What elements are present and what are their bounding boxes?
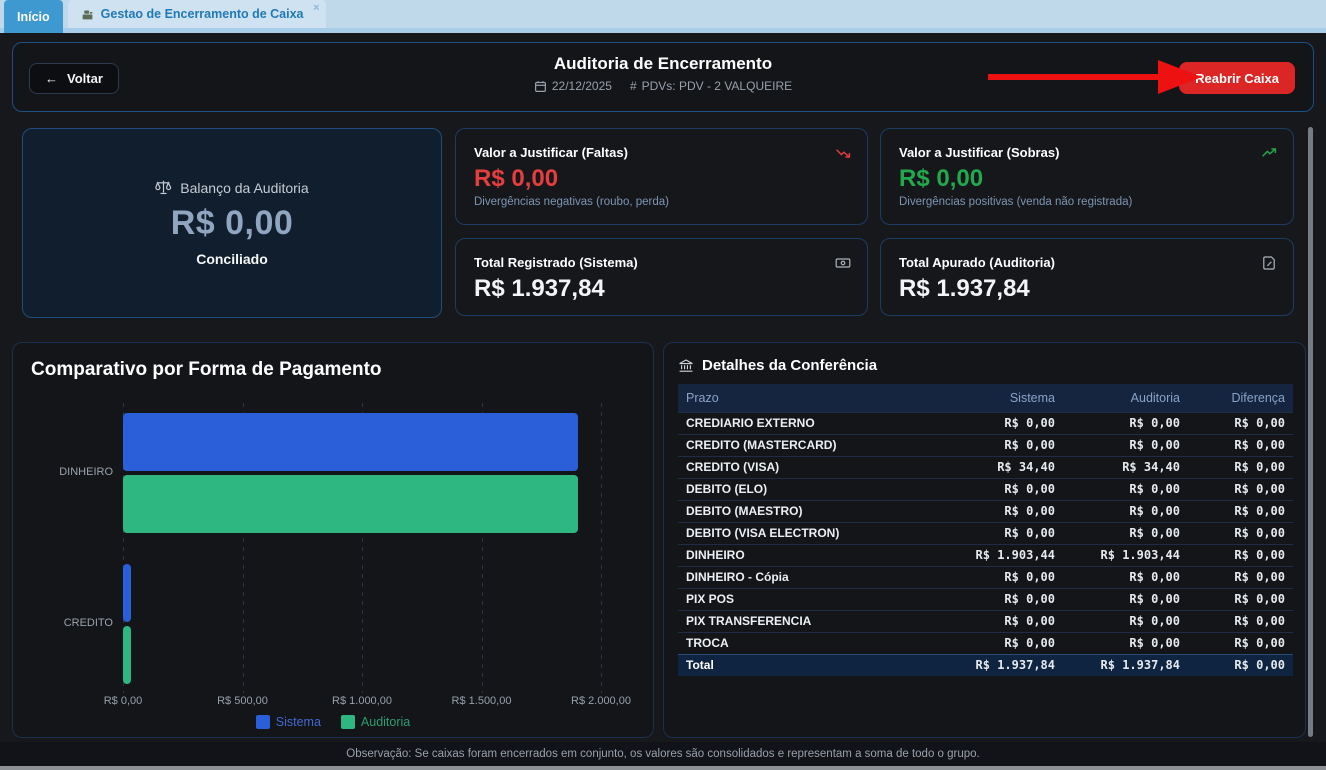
- tab-gestao-encerramento[interactable]: Gestao de Encerramento de Caixa ×: [67, 0, 326, 28]
- footer-note-bar: Observação: Se caixas foram encerrados e…: [0, 742, 1326, 766]
- category-label: CREDITO: [63, 617, 113, 629]
- footer-note: Observação: Se caixas foram encerrados e…: [346, 748, 980, 760]
- hash-icon: #: [629, 79, 637, 93]
- table-body: CREDIARIO EXTERNO R$ 0,00 R$ 0,00 R$ 0,00 CR…: [678, 411, 1293, 676]
- table-row: CREDITO (MASTERCARD) R$ 0,00 R$ 0,00 R$ 0,0…: [678, 433, 1293, 456]
- faltas-value: R$ 0,00: [474, 165, 559, 192]
- gridline: [123, 403, 124, 693]
- sobras-card: Valor a Justificar (Sobras) R$ 0,00 Dive…: [880, 128, 1294, 225]
- balance-scale-icon: [155, 179, 172, 196]
- axis-tick-label: R$ 1.500,00: [451, 695, 512, 707]
- col-prazo: Prazo: [678, 384, 938, 412]
- table-total-row: Total R$ 1.937,84 R$ 1.937,84 R$ 0,00: [678, 653, 1293, 676]
- cash-register-icon: [81, 8, 94, 21]
- legend-label: Auditoria: [360, 715, 411, 729]
- total-apurado-card: Total Apurado (Auditoria) R$ 1.937,84: [880, 238, 1294, 316]
- reopen-cash-button[interactable]: Reabrir Caixa: [1179, 62, 1295, 94]
- table-row: PIX POS R$ 0,00 R$ 0,00 R$ 0,00: [678, 587, 1293, 610]
- balance-status: Conciliado: [196, 251, 268, 267]
- gridline: [481, 403, 483, 693]
- apurado-title: Total Apurado (Auditoria): [899, 255, 1055, 270]
- table-title: Detalhes da Conferência: [702, 357, 878, 374]
- browser-tab-bar: Início Gestao de Encerramento de Caixa ×: [0, 0, 1326, 33]
- legend-item-auditoria: Auditoria: [340, 715, 411, 729]
- bar-credito-sistema: [123, 564, 132, 622]
- back-button[interactable]: ← Voltar: [29, 63, 119, 94]
- legend-swatch: [255, 715, 270, 729]
- sobras-value: R$ 0,00: [899, 165, 984, 192]
- table-row: CREDITO (VISA) R$ 34,40 R$ 34,40 R$ 0,00: [678, 455, 1293, 478]
- faltas-subtitle: Divergências negativas (roubo, perda): [474, 196, 669, 208]
- table-row: DEBITO (MAESTRO) R$ 0,00 R$ 0,00 R$ 0,00: [678, 499, 1293, 522]
- faltas-title: Valor a Justificar (Faltas): [474, 145, 628, 160]
- page-header: ← Voltar Auditoria de Encerramento 22/12…: [12, 42, 1314, 112]
- table-row: DINHEIRO - Cópia R$ 0,00 R$ 0,00 R$ 0,00: [678, 565, 1293, 588]
- axis-tick-label: R$ 1.000,00: [332, 695, 392, 707]
- category-label: DINHEIRO: [59, 466, 113, 478]
- trending-up-icon: [1261, 145, 1277, 161]
- gridline: [242, 403, 244, 693]
- faltas-card: Valor a Justificar (Faltas) R$ 0,00 Dive…: [455, 128, 868, 225]
- axis-tick-label: R$ 2.000,00: [571, 695, 631, 707]
- back-label: Voltar: [67, 71, 103, 86]
- registrado-value: R$ 1.937,84: [474, 275, 605, 302]
- sobras-subtitle: Divergências positivas (venda não regist…: [899, 196, 1133, 208]
- payment-comparison-chart: Comparativo por Forma de Pagamento DINHE…: [12, 342, 654, 738]
- balance-label: Balanço da Auditoria: [180, 179, 309, 196]
- tab-close-icon[interactable]: ×: [313, 2, 320, 14]
- page-title: Auditoria de Encerramento: [553, 54, 773, 73]
- page-subtitle: 22/12/2025 # PDVs: PDV - 2 VALQUEIRE: [13, 79, 1313, 93]
- legend-label: Sistema: [275, 715, 321, 729]
- table-row: DEBITO (VISA ELECTRON) R$ 0,00 R$ 0,00 R$ 0…: [678, 521, 1293, 544]
- audit-date: 22/12/2025: [551, 79, 612, 93]
- bar-credito-auditoria: [123, 626, 132, 684]
- legend-swatch: [340, 715, 355, 729]
- balance-value: R$ 0,00: [170, 204, 294, 242]
- window-edge-strip: [0, 766, 1326, 770]
- conference-table: Prazo Sistema Auditoria Diferença CREDIA…: [678, 384, 1293, 676]
- chart-legend: Sistema Auditoria: [13, 715, 653, 729]
- tab-gestao-label: Gestao de Encerramento de Caixa: [100, 7, 304, 21]
- bank-icon: [678, 358, 694, 374]
- calendar-icon: [534, 80, 547, 93]
- table-row: TROCA R$ 0,00 R$ 0,00 R$ 0,00: [678, 631, 1293, 654]
- axis-tick-label: R$ 500,00: [217, 695, 268, 707]
- table-row: PIX TRANSFERENCIA R$ 0,00 R$ 0,00 R$ 0,00: [678, 609, 1293, 632]
- audit-balance-card: Balanço da Auditoria R$ 0,00 Conciliado: [22, 128, 442, 318]
- table-header-row: Prazo Sistema Auditoria Diferença: [678, 384, 1293, 412]
- banknote-icon: [835, 255, 851, 271]
- vertical-scrollbar[interactable]: [1308, 127, 1313, 737]
- total-registrado-card: Total Registrado (Sistema) R$ 1.937,84: [455, 238, 868, 316]
- conference-details-card: Detalhes da Conferência Prazo Sistema Au…: [663, 342, 1306, 738]
- bar-dinheiro-auditoria: [123, 475, 578, 533]
- bar-dinheiro-sistema: [123, 413, 578, 471]
- table-row: CREDIARIO EXTERNO R$ 0,00 R$ 0,00 R$ 0,00: [678, 411, 1293, 434]
- table-row: DEBITO (ELO) R$ 0,00 R$ 0,00 R$ 0,00: [678, 477, 1293, 500]
- tab-inicio[interactable]: Início: [4, 0, 63, 33]
- tab-inicio-label: Início: [17, 9, 50, 24]
- legend-item-sistema: Sistema: [255, 715, 321, 729]
- gridline: [362, 403, 363, 693]
- axis-tick-label: R$ 0,00: [103, 695, 143, 707]
- chart-title: Comparativo por Forma de Pagamento: [31, 359, 382, 380]
- col-auditoria: Auditoria: [1063, 384, 1188, 412]
- trending-down-icon: [835, 145, 851, 161]
- chart-plot-area: [123, 403, 602, 693]
- clipboard-edit-icon: [1261, 255, 1277, 271]
- col-diferenca: Diferença: [1188, 384, 1293, 412]
- back-arrow-icon: ←: [45, 71, 58, 86]
- pdv-label: PDVs: PDV - 2 VALQUEIRE: [641, 79, 793, 93]
- table-row: DINHEIRO R$ 1.903,44 R$ 1.903,44 R$ 0,00: [678, 543, 1293, 566]
- gridline: [601, 403, 602, 693]
- sobras-title: Valor a Justificar (Sobras): [899, 145, 1060, 160]
- registrado-title: Total Registrado (Sistema): [474, 255, 638, 270]
- col-sistema: Sistema: [938, 384, 1063, 412]
- apurado-value: R$ 1.937,84: [899, 275, 1030, 302]
